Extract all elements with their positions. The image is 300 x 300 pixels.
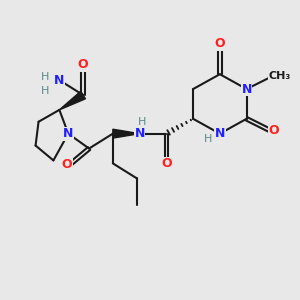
Text: O: O <box>61 158 72 171</box>
Text: O: O <box>161 158 172 170</box>
Text: O: O <box>214 38 225 50</box>
Text: N: N <box>242 82 252 96</box>
Text: N: N <box>63 127 74 140</box>
Text: O: O <box>78 58 88 71</box>
Text: H: H <box>138 117 146 128</box>
Text: H: H <box>41 86 49 96</box>
Text: N: N <box>134 127 145 140</box>
Text: N: N <box>215 127 225 140</box>
Polygon shape <box>59 91 86 110</box>
Polygon shape <box>113 129 140 138</box>
Text: CH₃: CH₃ <box>269 71 291 81</box>
Text: H: H <box>41 72 49 82</box>
Text: H: H <box>204 134 213 144</box>
Text: N: N <box>54 74 64 87</box>
Text: O: O <box>268 124 279 137</box>
